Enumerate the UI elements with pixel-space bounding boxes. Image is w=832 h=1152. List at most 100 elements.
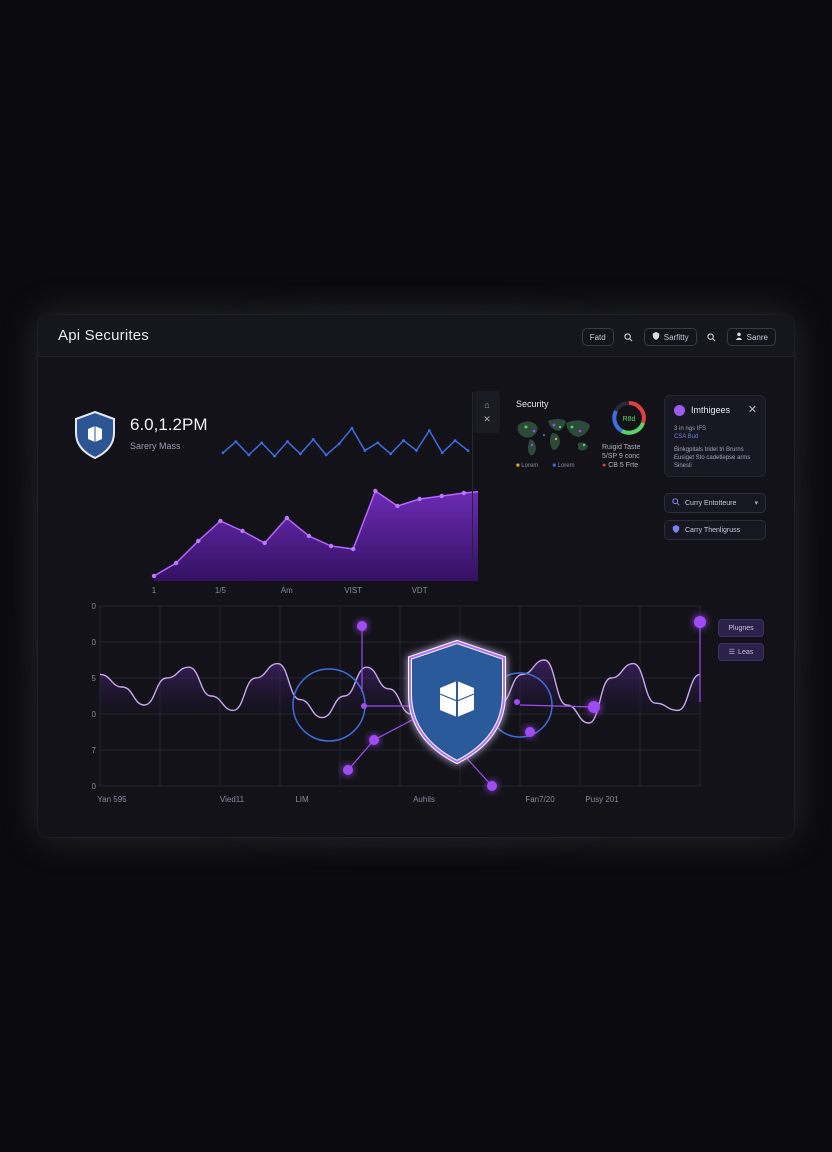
map-legend: ■ Lorem ■ Lorem [516, 463, 575, 469]
purple-series-point [240, 528, 245, 534]
network-node [343, 765, 353, 775]
blue-series-line [222, 427, 469, 458]
x-tick-label: 1/5 [215, 586, 227, 595]
purple-series-point [151, 573, 157, 579]
x-tick-label: Fan7/20 [525, 795, 555, 804]
summary-headline: 6.0,1.2PM [130, 415, 208, 434]
blue-series-point [389, 452, 393, 456]
summary-subhead: Sarery Mass [130, 441, 181, 451]
blue-series-point [273, 454, 276, 458]
donut-text-line: 5/SP 9 conc [602, 453, 640, 460]
donut-text-line: Ruigid Taste [602, 444, 641, 451]
y-tick-label: 7 [92, 746, 97, 755]
app-window: Api Securites Fatd Sarfitty Sanre [38, 315, 794, 837]
avatar [674, 405, 685, 416]
x-tick-label: 1 [152, 586, 157, 595]
x-tick-label: VDT [412, 586, 428, 595]
select-label: Carry Thenligruss [685, 526, 741, 534]
blue-series-point [298, 452, 302, 456]
network-node [514, 699, 520, 705]
toolbar-pill-user[interactable]: Sanre [726, 328, 776, 346]
map-title: Security [516, 399, 549, 409]
top-chart: 1 1/5 Am VIST VDT NUD [151, 426, 478, 595]
x-tick-label: LIM [295, 795, 309, 804]
blue-series-point [415, 449, 418, 452]
toolbar-pill-fatd[interactable]: Fatd [581, 328, 614, 346]
blue-series-point [376, 441, 380, 445]
shield-icon [408, 639, 506, 765]
app-title: Api Securites [58, 327, 149, 344]
notification-card: Imthigees ✕ 3 in ngs IFS CSA Bud Binkgpi… [664, 395, 766, 477]
blue-series-point [247, 453, 251, 457]
map-card: ⌂ ✕ Security ■ Lorem ■ Lorem [474, 391, 664, 481]
network-node [361, 703, 367, 709]
close-icon[interactable]: ✕ [747, 404, 757, 416]
toolbar-pill-safety[interactable]: Sarfitty [643, 328, 697, 346]
legend-item: ■ Lorem [552, 463, 575, 469]
blue-series-point [402, 439, 405, 442]
purple-series-point [262, 540, 267, 546]
main-panel: 1 1/5 Am VIST VDT NUD 6.0,1.2PM Sarery Mass ⌂… [38, 357, 794, 837]
y-tick-label: 20 [92, 602, 97, 611]
search-icon[interactable] [620, 328, 638, 346]
purple-series-point [373, 488, 378, 494]
plugins-button[interactable]: Plugnes [718, 619, 764, 637]
world-map [517, 419, 590, 456]
network-node [357, 621, 367, 631]
search-icon[interactable] [703, 328, 721, 346]
shield-icon [672, 525, 680, 535]
select-thenligruss[interactable]: Carry Thenligruss [664, 520, 766, 540]
purple-series-point [328, 543, 334, 549]
button-label: Leas [738, 648, 754, 656]
purple-series-area [154, 491, 478, 581]
network-node [694, 616, 706, 628]
blue-series-point [324, 453, 328, 457]
button-label: Plugnes [728, 624, 754, 632]
pill-label: Sanre [746, 332, 768, 342]
purple-series-line [153, 489, 478, 577]
network-node [369, 735, 379, 745]
purple-series-point [395, 503, 400, 509]
donut-label: R8d [623, 416, 636, 423]
x-tick-label: VIST [344, 586, 362, 595]
y-tick-label: 40 [92, 710, 97, 719]
blue-series-point [350, 426, 354, 430]
purple-series-point [439, 493, 444, 499]
donut-text-line: ● CB 5 Frte [602, 462, 639, 469]
chevron-down-icon: ▾ [754, 500, 758, 507]
close-icon: ✕ [483, 413, 491, 424]
blue-series-point [221, 451, 225, 455]
list-icon: ☰ [728, 649, 736, 656]
donut-text: Ruigid Taste 5/SP 9 conc ● CB 5 Frte [602, 443, 672, 470]
notification-body: Binkgpitals tridel tri Brurns Eusiget St… [674, 447, 751, 469]
pill-label: Sarfitty [663, 332, 689, 342]
wave-area [100, 660, 700, 723]
select-entotteure[interactable]: Curry Entotteure ▾ [664, 493, 766, 513]
leas-button[interactable]: ☰ Leas [718, 643, 764, 661]
pill-label: Fatd [589, 332, 606, 342]
summary-panel: 1 1/5 Am VIST VDT NUD 6.0,1.2PM Sarery Mass [68, 385, 478, 595]
y-tick-label: 10 [92, 638, 97, 647]
purple-series-point [417, 496, 422, 502]
x-tick-label: Am [281, 586, 293, 595]
y-tick-label: 0 [92, 782, 97, 791]
shield-icon [75, 411, 115, 459]
title-bar: Api Securites Fatd Sarfitty Sanre [38, 315, 794, 357]
purple-series-point [218, 518, 223, 524]
blue-series-point [427, 429, 431, 432]
blue-series-point [337, 442, 341, 446]
legend-item: ■ Lorem [516, 463, 539, 469]
notification-link[interactable]: CSA Bud [674, 434, 699, 440]
blue-series-point [260, 441, 264, 445]
side-tab[interactable]: ⌂ ✕ [474, 391, 500, 433]
blue-series-point [234, 440, 238, 444]
network-node [525, 727, 535, 737]
notification-title: Imthigees [691, 405, 731, 415]
blue-series-point [453, 439, 457, 442]
divider [472, 392, 473, 562]
shield-icon [652, 332, 660, 342]
x-tick-label: Vied11 [220, 795, 245, 804]
purple-series-point [461, 490, 467, 496]
blue-series-point [466, 449, 470, 452]
network-node [588, 701, 600, 713]
